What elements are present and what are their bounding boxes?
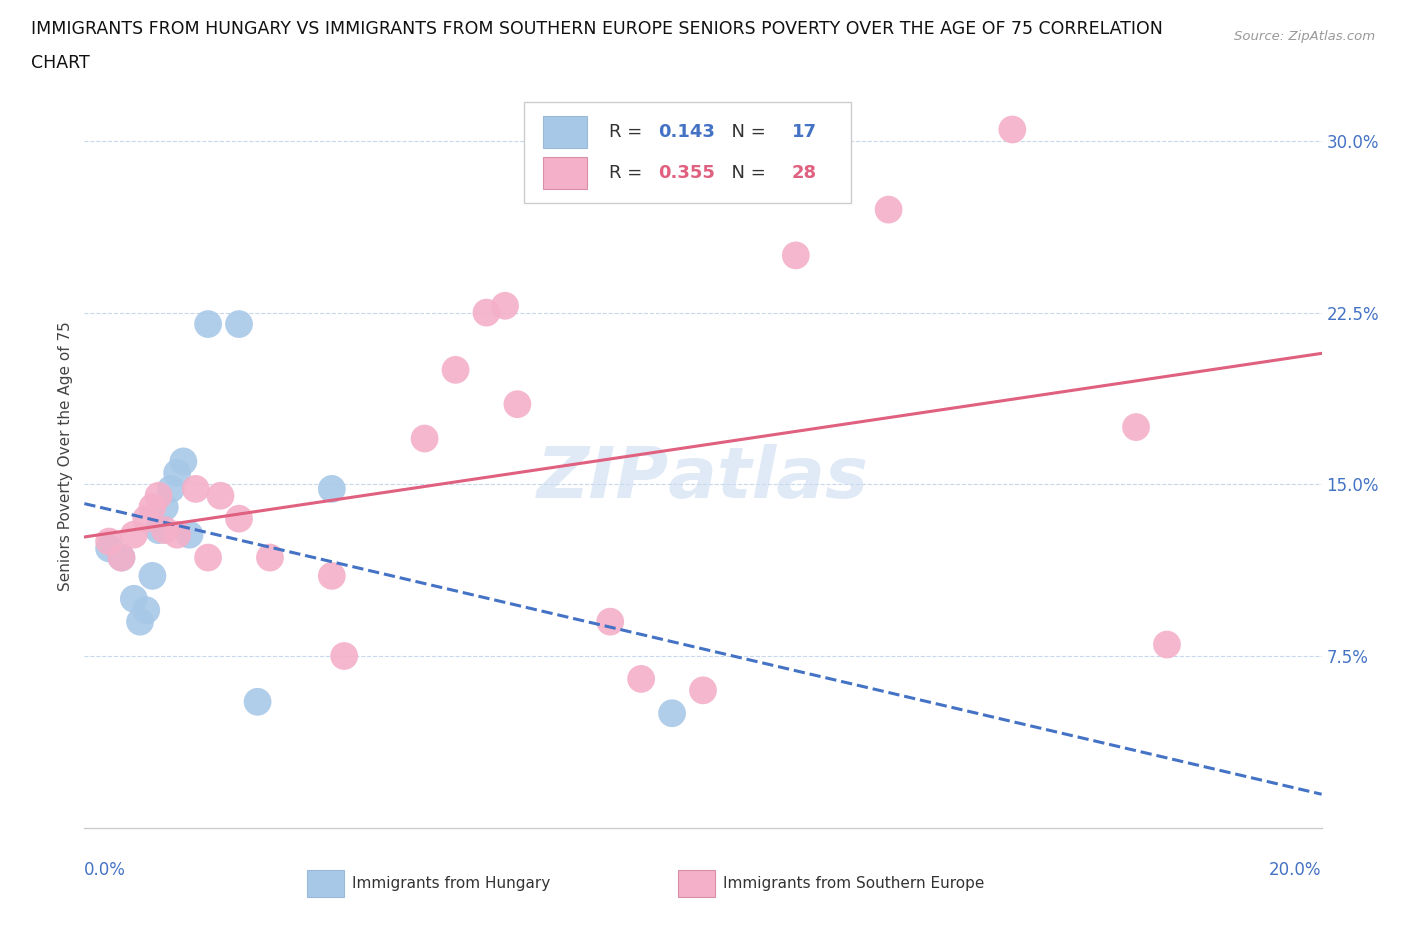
Point [129, 614, 152, 629]
Point [209, 488, 232, 503]
Point [661, 706, 683, 721]
Text: Immigrants from Hungary: Immigrants from Hungary [352, 876, 550, 891]
FancyBboxPatch shape [543, 157, 586, 189]
Text: N =: N = [720, 123, 772, 141]
Text: 0.143: 0.143 [658, 123, 716, 141]
Point [172, 454, 194, 469]
Point [184, 482, 207, 497]
Point [228, 512, 250, 526]
Y-axis label: Seniors Poverty Over the Age of 75: Seniors Poverty Over the Age of 75 [58, 321, 73, 591]
Point [110, 551, 132, 565]
Point [692, 683, 714, 698]
Point [506, 397, 529, 412]
Point [166, 465, 188, 480]
Point [141, 568, 163, 583]
Point [197, 551, 219, 565]
Point [197, 316, 219, 331]
Text: ZIP​atlas: ZIP​atlas [537, 444, 869, 512]
FancyBboxPatch shape [307, 870, 344, 897]
Text: 17: 17 [792, 123, 817, 141]
Point [160, 482, 183, 497]
Point [321, 482, 343, 497]
Text: Immigrants from Southern Europe: Immigrants from Southern Europe [723, 876, 984, 891]
Point [246, 695, 269, 710]
Point [413, 432, 436, 446]
Text: IMMIGRANTS FROM HUNGARY VS IMMIGRANTS FROM SOUTHERN EUROPE SENIORS POVERTY OVER : IMMIGRANTS FROM HUNGARY VS IMMIGRANTS FR… [31, 20, 1163, 38]
FancyBboxPatch shape [543, 116, 586, 148]
FancyBboxPatch shape [523, 102, 852, 203]
Text: 0.355: 0.355 [658, 164, 716, 182]
Point [321, 568, 343, 583]
Point [122, 591, 145, 606]
Point [98, 534, 121, 549]
Point [475, 305, 498, 320]
Text: 20.0%: 20.0% [1270, 861, 1322, 879]
Text: 0.0%: 0.0% [84, 861, 127, 879]
Text: R =: R = [609, 164, 648, 182]
Point [1001, 122, 1024, 137]
FancyBboxPatch shape [678, 870, 716, 897]
Point [153, 523, 176, 538]
Point [228, 316, 250, 331]
Text: Source: ZipAtlas.com: Source: ZipAtlas.com [1234, 30, 1375, 43]
Text: N =: N = [720, 164, 772, 182]
Point [179, 527, 201, 542]
Point [877, 202, 900, 217]
Point [135, 512, 157, 526]
Point [1156, 637, 1178, 652]
Point [148, 488, 170, 503]
Point [110, 551, 132, 565]
Text: 28: 28 [792, 164, 817, 182]
Point [148, 523, 170, 538]
Point [153, 499, 176, 514]
Point [1125, 419, 1147, 434]
Point [630, 671, 652, 686]
Point [135, 603, 157, 618]
Point [333, 648, 356, 663]
Point [785, 248, 807, 263]
Text: CHART: CHART [31, 54, 90, 72]
Point [166, 527, 188, 542]
Point [141, 499, 163, 514]
Point [122, 527, 145, 542]
Text: R =: R = [609, 123, 648, 141]
Point [494, 299, 516, 313]
Point [98, 541, 121, 556]
Point [599, 614, 621, 629]
Point [444, 363, 467, 378]
Point [259, 551, 281, 565]
